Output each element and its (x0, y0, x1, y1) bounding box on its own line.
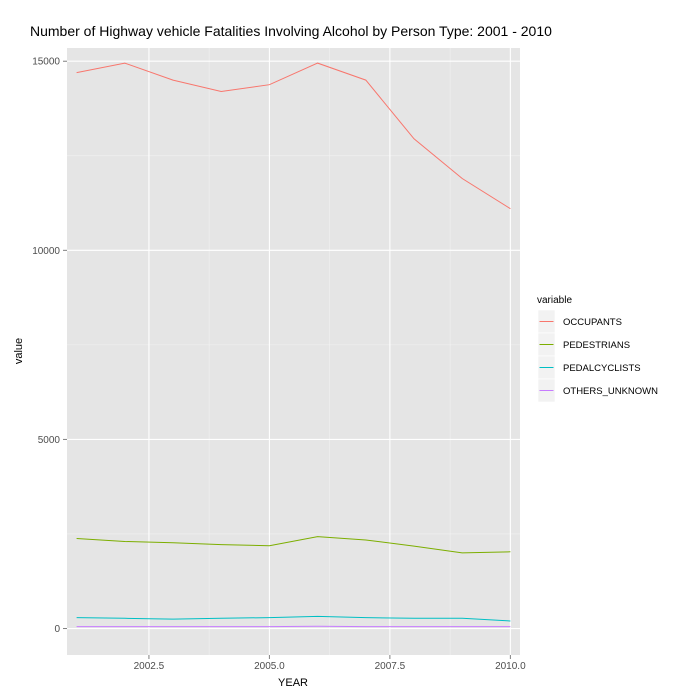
legend-label-occupants: OCCUPANTS (563, 317, 622, 328)
x-tick-label: 2010.0 (495, 661, 526, 672)
x-axis-title: YEAR (278, 677, 308, 689)
legend: variable OCCUPANTS PEDESTRIANS PEDALCYCLIS… (537, 295, 658, 403)
legend-label-pedalcyclists: PEDALCYCLISTS (563, 363, 641, 374)
series-line-occupants (76, 62, 511, 210)
plot-panel (67, 48, 520, 655)
legend-title: variable (537, 295, 572, 306)
chart-title: Number of Highway vehicle Fatalities Inv… (30, 23, 552, 39)
y-axis-title: value (13, 338, 25, 364)
legend-label-pedestrians: PEDESTRIANS (563, 340, 630, 351)
x-axis-ticks: 2002.5 2005.0 2007.5 2010.0 (134, 655, 526, 672)
y-tick-label: 5000 (38, 435, 61, 446)
legend-label-others-unknown: OTHERS_UNKNOWN (563, 386, 658, 397)
x-tick-label: 2005.0 (254, 661, 285, 672)
x-tick-label: 2007.5 (375, 661, 406, 672)
y-tick-label: 10000 (32, 246, 60, 257)
y-tick-label: 0 (54, 624, 60, 635)
series-line-pedestrians (76, 536, 511, 554)
grid (67, 48, 520, 655)
y-axis-ticks: 0 5000 10000 15000 (32, 57, 67, 635)
y-tick-label: 15000 (32, 57, 60, 68)
x-tick-label: 2002.5 (134, 661, 165, 672)
series-line-pedalcyclists (76, 615, 511, 622)
series-lines (76, 62, 511, 628)
